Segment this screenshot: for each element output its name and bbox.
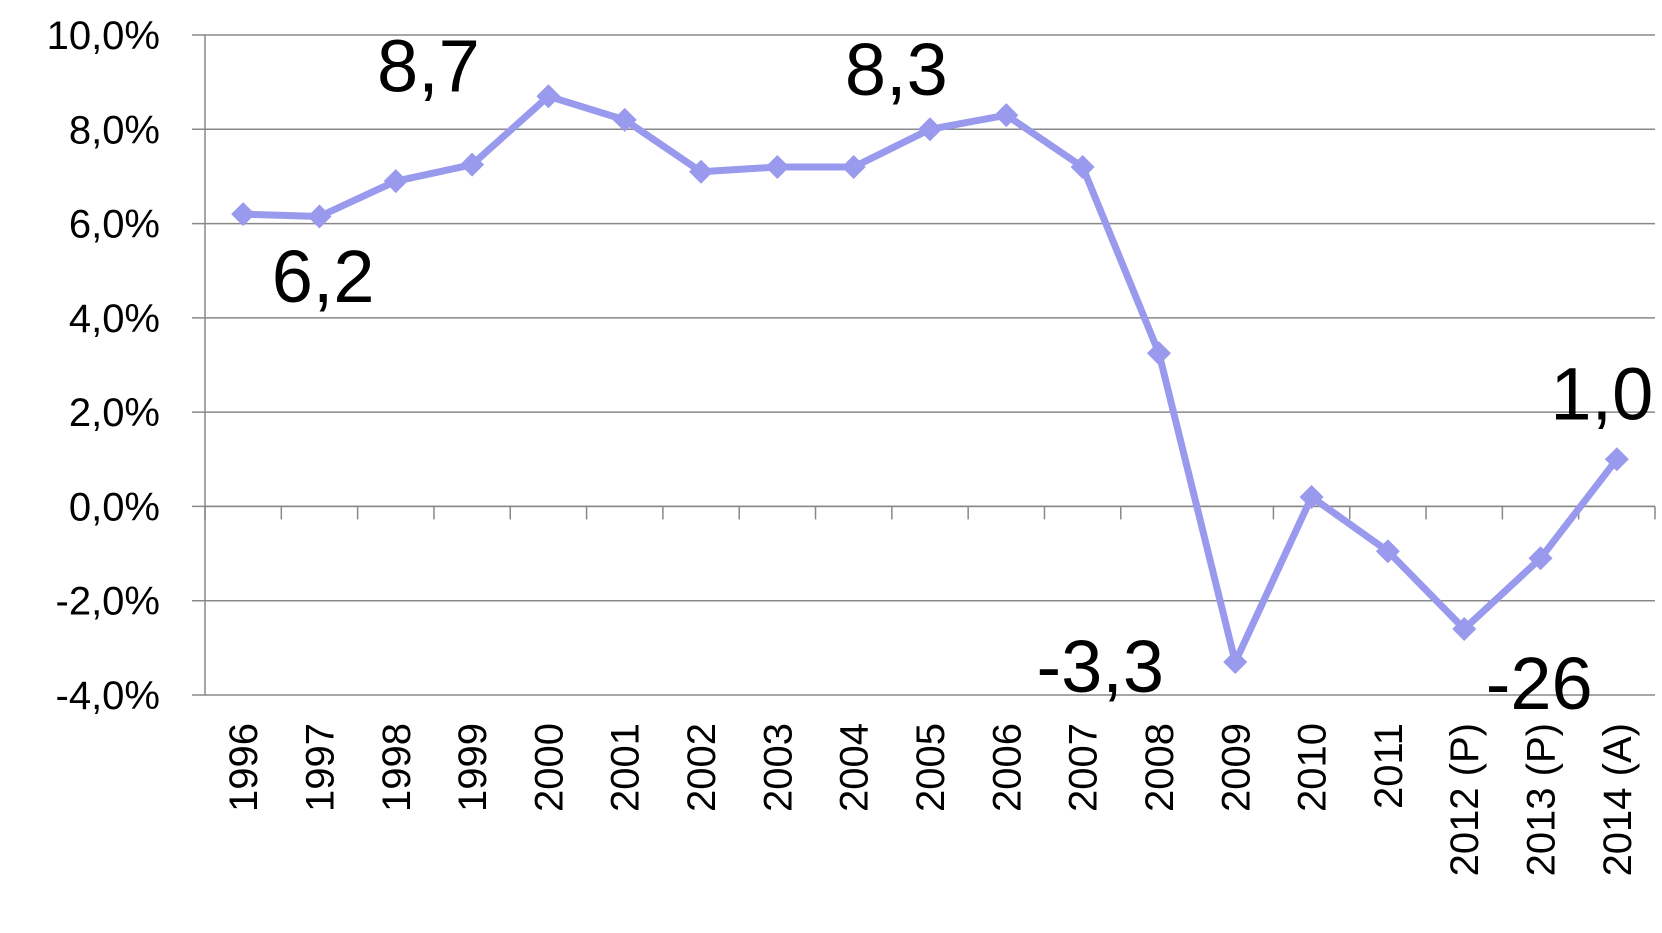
x-tick-label: 2001 <box>604 723 648 812</box>
x-tick-label: 2010 <box>1291 723 1335 812</box>
data-label: 1,0 <box>1550 352 1653 435</box>
marker <box>1146 341 1171 366</box>
x-tick-label: 2014 (A) <box>1596 723 1640 876</box>
y-tick-label: -4,0% <box>56 674 161 718</box>
y-tick-label: 0,0% <box>69 485 160 529</box>
marker <box>536 84 561 109</box>
x-tick-label: 2005 <box>909 723 953 812</box>
x-tick-label: 2004 <box>833 723 877 812</box>
marker <box>307 204 332 229</box>
x-tick-label: 1996 <box>222 723 266 812</box>
data-label: 8,7 <box>377 24 480 107</box>
marker <box>1452 617 1477 641</box>
marker <box>1223 650 1248 674</box>
marker <box>383 169 408 194</box>
x-tick-label: 2003 <box>756 723 800 812</box>
y-tick-label: 2,0% <box>69 391 160 435</box>
marker <box>918 117 942 142</box>
y-tick-label: -2,0% <box>56 580 161 624</box>
x-tick-label: 1997 <box>298 723 342 812</box>
marker <box>460 152 485 177</box>
data-label: -3,3 <box>1037 625 1165 708</box>
x-tick-label: 1998 <box>375 723 419 812</box>
series-line <box>243 92 1620 666</box>
x-tick-label: 2002 <box>680 723 724 812</box>
y-tick-label: 10,0% <box>47 14 160 58</box>
y-tick-label: 6,0% <box>69 203 160 247</box>
x-tick-label: 2012 (P) <box>1443 723 1487 876</box>
x-tick-label: 2000 <box>527 723 571 812</box>
marker <box>1604 447 1629 472</box>
y-tick-label: 8,0% <box>69 108 160 152</box>
marker <box>765 155 790 179</box>
marker <box>1375 539 1400 564</box>
data-label: -26 <box>1486 642 1593 725</box>
x-tick-label: 2006 <box>985 723 1029 812</box>
x-tick-label: 2009 <box>1214 723 1258 812</box>
marker <box>231 202 256 227</box>
data-label: 8,3 <box>845 28 948 111</box>
x-tick-label: 2007 <box>1062 723 1106 812</box>
x-tick-label: 2011 <box>1367 723 1411 809</box>
marker <box>612 107 637 132</box>
marker <box>1528 546 1553 571</box>
x-tick-label: 1999 <box>451 723 495 812</box>
y-tick-label: 4,0% <box>69 297 160 341</box>
marker <box>841 155 866 179</box>
x-tick-label: 2013 (P) <box>1520 723 1564 876</box>
data-label: 6,2 <box>272 235 375 318</box>
marker <box>994 103 1019 128</box>
marker <box>689 159 714 184</box>
marker <box>1299 485 1324 509</box>
marker <box>1070 155 1095 179</box>
x-tick-label: 2008 <box>1138 723 1182 812</box>
